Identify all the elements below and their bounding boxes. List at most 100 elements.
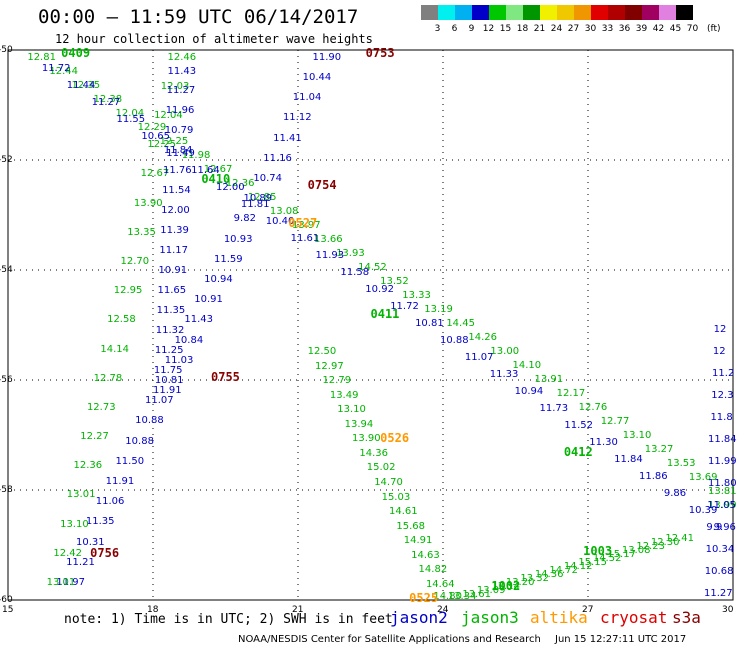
wave-height-value: 12.97	[315, 360, 344, 372]
wave-height-value: 10.34	[705, 544, 735, 555]
wave-height-value: 11.97	[56, 577, 85, 588]
wave-height-value: 11.49	[166, 147, 195, 159]
colorbar-swatch	[421, 5, 438, 20]
wave-height-value: 11.64	[191, 164, 220, 176]
pass-time-label: 0412	[563, 444, 593, 459]
legend-s3a: s3a	[672, 608, 701, 627]
colorbar-swatch	[489, 5, 506, 20]
colorbar-label: 21	[533, 24, 546, 34]
wave-height-value: 14.26	[468, 331, 498, 343]
wave-height-value: 11.65	[157, 284, 187, 296]
wave-height-value: 11.30	[589, 436, 618, 448]
wave-height-value: 10.92	[365, 283, 394, 295]
colorbar-swatch	[557, 5, 574, 20]
wave-height-value: 11.90	[312, 51, 342, 63]
wave-height-value: 11.33	[489, 368, 519, 380]
pass-time-label: 1003	[583, 543, 613, 558]
pass-time-label: 0527	[288, 216, 318, 231]
wave-height-value: 11.50	[115, 455, 145, 467]
wave-height-value: 12.25	[147, 139, 176, 151]
colorbar-label: 3	[434, 24, 441, 34]
wave-height-value: 13.90	[352, 433, 381, 445]
wave-height-value: 11.58	[340, 266, 370, 278]
wave-height-value: 12.46	[167, 51, 197, 63]
wave-height-value: 10.81	[154, 374, 184, 386]
wave-height-value: 11.43	[167, 65, 197, 77]
wave-height-value: 10.79	[164, 125, 194, 137]
colorbar-label: 15	[499, 24, 512, 34]
wave-height-value: 15.68	[396, 520, 425, 532]
wave-height-value: 10.88	[439, 334, 469, 346]
colorbar-swatch	[540, 5, 557, 20]
wave-height-value: 11.12	[282, 112, 312, 124]
wave-height-value: 12.67	[203, 163, 233, 175]
pass-time-label: 0754	[307, 177, 337, 192]
wave-height-value: 10.40	[265, 215, 295, 227]
wave-height-value: 11.44	[66, 79, 96, 91]
wave-height-value: 13.99	[708, 500, 737, 511]
colorbar-label: 12	[482, 24, 495, 34]
wave-height-value: 13.69	[688, 471, 718, 483]
wave-height-value: 11.61	[290, 232, 320, 244]
wave-height-value: 13.93	[336, 247, 365, 259]
wave-height-value: 11.04	[292, 92, 322, 104]
wave-height-value: 12	[712, 346, 726, 357]
legend-jason2: jason2	[390, 608, 448, 627]
wave-height-value: 11.72	[390, 300, 419, 312]
wave-height-value: 13.94	[344, 418, 374, 430]
wave-height-value: 13.35	[127, 226, 156, 238]
wave-height-value: 12.35	[71, 79, 101, 91]
wave-height-value: 12.27	[80, 431, 109, 443]
wave-height-value: 11.59	[213, 253, 243, 265]
pass-time-label: 0753	[365, 45, 395, 60]
colorbar-label: 6	[451, 24, 458, 34]
wave-height-value: 13.20	[505, 577, 535, 589]
wave-height-value: 11.07	[464, 351, 494, 363]
lon-tick-label: 24	[437, 605, 449, 615]
colorbar-swatch	[506, 5, 523, 20]
wave-height-value: 9.82	[233, 213, 256, 225]
wave-height-value: 11.96	[165, 105, 195, 117]
wave-height-value: 13.53	[666, 457, 696, 469]
wave-height-value: 11.55	[116, 113, 146, 125]
wave-height-value: 11.86	[639, 470, 668, 482]
wave-height-value: 10.94	[204, 273, 233, 285]
wave-height-value: 13.91	[534, 373, 564, 385]
wave-height-value: 13.08	[269, 205, 299, 217]
wave-height-value: 12.04	[115, 107, 145, 119]
colorbar-label: 24	[550, 24, 563, 34]
wave-height-value: 14.91	[403, 535, 433, 547]
wave-height-value: 13.66	[314, 233, 343, 245]
lon-tick-label: 15	[2, 605, 14, 615]
wave-height-value: 12.95	[113, 285, 143, 297]
wave-height-value: 13.27	[644, 443, 674, 455]
wave-height-value: 15.03	[381, 491, 411, 503]
wave-height-value: 13.33	[402, 289, 431, 301]
wave-height-value: 10.94	[514, 385, 544, 397]
lat-tick-label: -58	[0, 485, 13, 495]
wave-height-value: 11.17	[159, 244, 188, 256]
pass-time-label: 0525	[409, 591, 439, 605]
wave-height-value: 12.38	[93, 93, 123, 105]
wave-height-value: 14.14	[100, 343, 129, 355]
wave-height-value: 11.98	[181, 149, 211, 161]
credit-timestamp: Jun 15 12:27:11 UTC 2017	[555, 634, 687, 645]
wave-height-value: 11.76	[162, 165, 192, 177]
colorbar-swatch	[625, 5, 642, 20]
colorbar-label: 33	[601, 24, 614, 34]
map-subtitle: 12 hour collection of altimeter wave hei…	[55, 32, 373, 46]
wave-height-value: 12.00	[161, 205, 190, 217]
wave-height-value: 12.81	[27, 51, 56, 63]
wave-height-value: 12.29	[137, 121, 167, 133]
wave-height-value: 11.84	[163, 145, 193, 157]
wave-height-value: 14.70	[374, 477, 403, 489]
wave-height-value: 13.81	[708, 485, 737, 497]
wave-height-value: 14.80	[433, 591, 462, 602]
wave-height-value: 14.12	[563, 561, 593, 573]
lat-tick-label: -50	[0, 45, 13, 55]
wave-height-value: 11.99	[708, 456, 737, 467]
wave-height-value: 11.21	[66, 556, 95, 568]
wave-height-value: 10.91	[158, 264, 188, 276]
wave-height-value: 14.52	[592, 553, 622, 565]
